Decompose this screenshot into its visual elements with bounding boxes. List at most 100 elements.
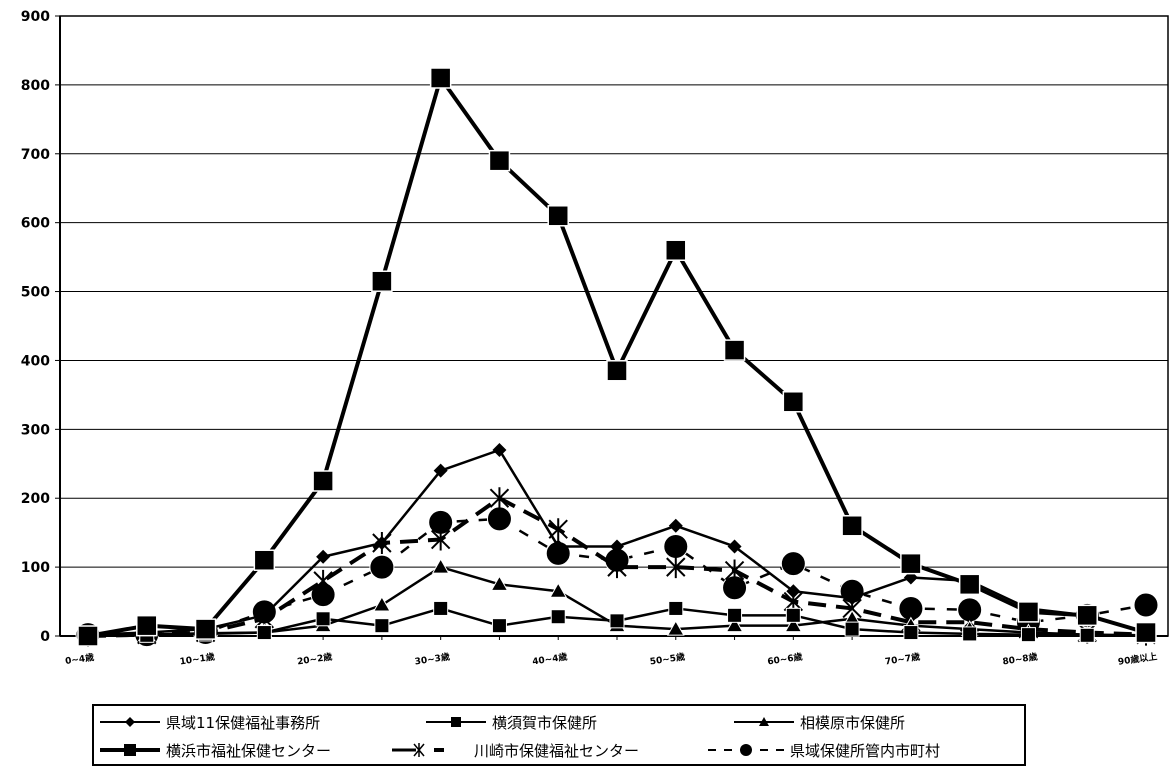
legend-item-kawasaki: 川崎市保健福祉センター <box>390 736 639 764</box>
x-tick-label: 10~1歳 <box>179 651 216 668</box>
point-square <box>1079 627 1095 643</box>
point-square-inner <box>727 343 742 358</box>
x-axis: 0~4歳 10~1歳 20~2歳 30~3歳 40~4歳 50~5歳 60~6歳 70~7歳 8… <box>60 635 1168 668</box>
point-diamond <box>668 518 683 533</box>
x-tick-label: 50~5歳 <box>649 651 686 668</box>
point-triangle <box>373 595 391 612</box>
legend-swatch-diamond <box>100 717 160 727</box>
x-tick-label: 60~6歳 <box>767 651 804 668</box>
y-tick-label: 400 <box>21 353 50 369</box>
point-square-inner <box>551 208 566 223</box>
legend-label: 横須賀市保健所 <box>492 713 598 732</box>
point-square <box>668 600 684 616</box>
point-star <box>489 487 510 510</box>
point-circle <box>369 554 395 580</box>
legend-swatch-bold-square <box>100 744 160 756</box>
point-square <box>727 607 743 623</box>
y-tick-label: 900 <box>21 9 50 25</box>
point-triangle <box>666 620 685 636</box>
legend-item-shichoson: 県域保健所管内市町村 <box>706 736 940 764</box>
point-circle <box>1133 592 1159 618</box>
x-tick-label: 40~4歳 <box>531 651 568 668</box>
point-square-inner <box>845 518 860 533</box>
point-diamond <box>374 536 389 550</box>
point-diamond <box>492 443 507 457</box>
point-triangle <box>490 575 509 591</box>
point-square <box>609 613 625 629</box>
point-square <box>550 609 566 625</box>
point-square-inner <box>374 274 389 289</box>
point-square <box>315 611 331 627</box>
y-axis: 0 100 200 300 400 500 600 700 800 900 <box>21 9 61 645</box>
point-square-inner <box>1021 604 1036 619</box>
point-square-inner <box>257 553 272 568</box>
point-square-inner <box>1139 625 1153 640</box>
point-square-inner <box>1080 608 1095 623</box>
point-square <box>785 607 801 623</box>
y-tick-label: 0 <box>40 629 50 645</box>
point-square <box>844 621 860 637</box>
point-square <box>374 618 390 634</box>
y-tick-label: 300 <box>21 422 50 438</box>
point-diamond <box>610 539 624 554</box>
point-star <box>313 569 333 592</box>
point-circle <box>663 533 689 559</box>
legend-item-yokohama: 横浜市福祉保健センター <box>98 736 331 764</box>
point-star <box>607 556 627 579</box>
point-square <box>256 625 272 641</box>
x-tick-label: 80~8歳 <box>1002 651 1039 668</box>
x-tick-label: 30~3歳 <box>414 651 451 668</box>
x-tick-label: 90歳以上 <box>1117 650 1158 667</box>
y-tick-label: 200 <box>21 491 50 507</box>
legend-swatch-star <box>392 743 444 757</box>
y-tick-label: 800 <box>21 78 50 94</box>
legend-item-sagamihara: 相模原市保健所 <box>732 708 905 736</box>
point-star <box>724 559 745 582</box>
point-square-inner <box>139 618 154 633</box>
legend-label: 川崎市保健福祉センター <box>474 741 640 760</box>
point-square-inner <box>668 243 683 258</box>
x-tick-label: 0~4歳 <box>64 651 94 667</box>
legend-item-kenikijimusho: 県域11保健福祉事務所 <box>98 708 320 736</box>
x-tick-label: 20~2歳 <box>296 651 333 668</box>
point-star <box>666 556 686 579</box>
legend-label: 横浜市福祉保健センター <box>166 741 332 760</box>
point-square <box>1020 627 1036 643</box>
series-0 <box>81 443 1153 642</box>
point-triangle <box>549 582 568 598</box>
point-square-inner <box>433 71 448 85</box>
point-circle <box>486 506 512 532</box>
y-tick-label: 700 <box>21 147 50 163</box>
legend: 県域11保健福祉事務所 横須賀市保健所 相模原市保健所 横浜市福祉保健センター … <box>92 704 1026 766</box>
point-diamond <box>316 549 331 564</box>
point-triangle <box>431 558 450 574</box>
series-layer <box>75 67 1159 648</box>
x-tick-label: 70~7歳 <box>884 651 921 668</box>
point-square-inner <box>81 629 95 643</box>
legend-item-yokosuka: 横須賀市保健所 <box>424 708 597 736</box>
series-3 <box>77 67 1157 647</box>
y-tick-label: 100 <box>21 560 50 576</box>
point-square-inner <box>610 363 624 378</box>
point-square <box>962 626 978 642</box>
point-diamond <box>551 539 566 554</box>
point-square-inner <box>903 556 918 571</box>
point-square <box>433 600 449 616</box>
point-triangle <box>784 616 803 633</box>
line-chart: 0 100 200 300 400 500 600 700 800 900 0~4歳 10~1歳 20… <box>21 9 1169 668</box>
y-tick-label: 500 <box>21 285 50 301</box>
point-diamond <box>433 463 448 478</box>
point-square-inner <box>962 577 977 592</box>
point-square-inner <box>198 622 213 637</box>
legend-swatch-square <box>426 717 486 727</box>
point-square <box>903 625 919 641</box>
point-square-inner <box>786 394 801 409</box>
point-square-inner <box>492 153 507 168</box>
legend-label: 県域11保健福祉事務所 <box>166 713 321 732</box>
legend-label: 相模原市保健所 <box>800 713 906 732</box>
point-square <box>491 618 507 634</box>
point-diamond <box>845 591 860 606</box>
point-diamond <box>257 608 272 623</box>
point-star <box>430 528 451 551</box>
y-tick-label: 600 <box>21 216 50 232</box>
